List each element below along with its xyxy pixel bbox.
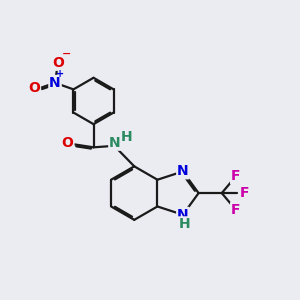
- Text: O: O: [62, 136, 74, 150]
- Text: +: +: [56, 70, 64, 80]
- Text: N: N: [49, 76, 61, 90]
- Text: F: F: [239, 186, 249, 200]
- Text: −: −: [62, 49, 72, 59]
- Text: H: H: [178, 217, 190, 231]
- Text: N: N: [177, 164, 189, 178]
- Text: F: F: [231, 203, 241, 217]
- Text: N: N: [109, 136, 121, 150]
- Text: F: F: [231, 169, 241, 184]
- Text: H: H: [121, 130, 133, 144]
- Text: N: N: [177, 208, 189, 222]
- Text: O: O: [28, 81, 40, 95]
- Text: O: O: [53, 56, 64, 70]
